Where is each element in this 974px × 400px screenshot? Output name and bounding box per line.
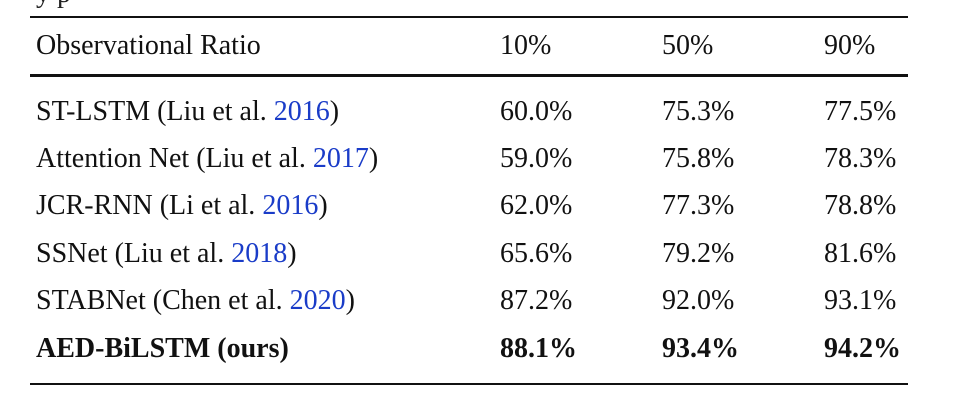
header-10-percent: 10% [500, 30, 552, 61]
table-header-row: Observational Ratio 10% 50% 90% [30, 18, 908, 74]
header-90-percent: 90% [824, 30, 876, 61]
results-table: Observational Ratio 10% 50% 90% ST-LSTM … [30, 18, 908, 373]
citation-link[interactable]: 2020 [289, 285, 346, 317]
value-50: 75.8% [662, 142, 735, 174]
method-name: AED-BiLSTM (ours) [36, 332, 289, 364]
value-50: 93.4% [662, 332, 739, 364]
value-10: 60.0% [500, 95, 573, 127]
value-10: 87.2% [500, 285, 573, 317]
method-close-paren: ) [287, 237, 297, 269]
citation-link[interactable]: 2016 [273, 95, 330, 127]
citation-link[interactable]: 2017 [312, 142, 369, 174]
value-10: 65.6% [500, 237, 573, 269]
value-50: 75.3% [662, 95, 735, 127]
method-name: Attention Net (Liu et al. [36, 142, 313, 174]
method-cell: JCR-RNN (Li et al. 2016) [30, 183, 500, 231]
table-header-rule [30, 74, 908, 77]
value-10: 59.0% [500, 142, 573, 174]
value-10: 62.0% [500, 190, 573, 222]
header-observational-ratio: Observational Ratio [36, 30, 261, 61]
method-cell: STABNet (Chen et al. 2020) [30, 278, 500, 326]
method-name: SSNet (Liu et al. [36, 237, 232, 269]
method-cell: Attention Net (Liu et al. 2017) [30, 135, 500, 183]
method-cell: AED-BiLSTM (ours) [30, 325, 500, 373]
value-90: 78.3% [824, 142, 897, 174]
value-90: 77.5% [824, 95, 897, 127]
value-90: 81.6% [824, 237, 897, 269]
value-10: 88.1% [500, 332, 577, 364]
method-name: STABNet (Chen et al. [36, 285, 290, 317]
table-row-st-lstm: ST-LSTM (Liu et al. 2016) 60.0% 75.3% 77… [30, 74, 908, 135]
value-50: 77.3% [662, 190, 735, 222]
table-bottom-rule [30, 383, 908, 385]
table-top-rule [30, 16, 908, 18]
method-cell: SSNet (Liu et al. 2018) [30, 230, 500, 278]
method-close-paren: ) [318, 190, 328, 222]
method-close-paren: ) [345, 285, 355, 317]
table-row-aed-bilstm: AED-BiLSTM (ours) 88.1% 93.4% 94.2% [30, 325, 908, 373]
table-row-jcr-rnn: JCR-RNN (Li et al. 2016) 62.0% 77.3% 78.… [30, 183, 908, 231]
table-row-attention-net: Attention Net (Liu et al. 2017) 59.0% 75… [30, 135, 908, 183]
table-row-stabnet: STABNet (Chen et al. 2020) 87.2% 92.0% 9… [30, 278, 908, 326]
value-90: 93.1% [824, 285, 897, 317]
value-50: 79.2% [662, 237, 735, 269]
table-row-ssnet: SSNet (Liu et al. 2018) 65.6% 79.2% 81.6… [30, 230, 908, 278]
method-cell: ST-LSTM (Liu et al. 2016) [30, 74, 500, 135]
method-name: ST-LSTM (Liu et al. [36, 95, 274, 127]
value-90: 94.2% [824, 332, 901, 364]
citation-link[interactable]: 2016 [262, 190, 319, 222]
header-50-percent: 50% [662, 30, 714, 61]
citation-link[interactable]: 2018 [231, 237, 288, 269]
method-name: JCR-RNN (Li et al. [36, 190, 263, 222]
caption-fragment: y p [36, 0, 71, 10]
value-50: 92.0% [662, 285, 735, 317]
method-close-paren: ) [368, 142, 379, 174]
method-close-paren: ) [329, 95, 340, 127]
value-90: 78.8% [824, 190, 897, 222]
